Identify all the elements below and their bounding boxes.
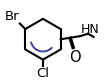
Text: O: O bbox=[68, 50, 80, 65]
Text: HN: HN bbox=[80, 23, 98, 36]
Text: Br: Br bbox=[5, 10, 19, 23]
Text: Cl: Cl bbox=[36, 67, 49, 80]
